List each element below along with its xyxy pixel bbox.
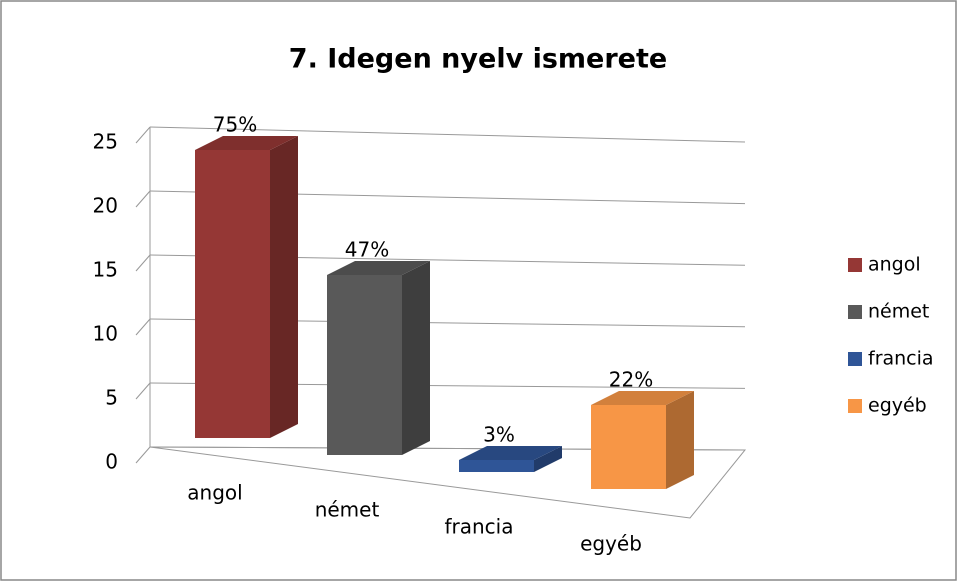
y-tick-label: 25 [93, 130, 118, 154]
bar [195, 150, 270, 438]
tick-mark [135, 254, 151, 272]
bar-top [195, 136, 298, 150]
tick-mark [135, 446, 151, 464]
legend-label: angol [868, 254, 921, 276]
y-tick-label: 5 [105, 386, 118, 410]
legend-swatch [848, 305, 862, 319]
bar [459, 460, 534, 472]
grid-line [149, 126, 746, 143]
y-tick-label: 10 [93, 322, 118, 346]
x-tick-label: francia [444, 515, 513, 539]
tick-mark [135, 382, 151, 400]
tick-mark [135, 126, 151, 144]
bar-side [666, 391, 694, 489]
bar [591, 405, 666, 489]
bar-side [270, 136, 298, 438]
legend-label: egyéb [868, 395, 927, 417]
data-label: 22% [609, 368, 653, 392]
bar-side [534, 446, 562, 472]
legend-swatch [848, 258, 862, 272]
x-tick-label: német [315, 498, 380, 522]
legend-label: német [868, 301, 929, 323]
data-label: 75% [213, 113, 257, 137]
bar [327, 275, 402, 455]
x-tick-label: angol [187, 481, 242, 505]
chart-title: 7. Idegen nyelv ismerete [289, 44, 667, 75]
bar-top [327, 261, 430, 275]
tick-mark [135, 190, 151, 208]
bar-top [459, 446, 562, 460]
y-tick-label: 15 [93, 258, 118, 282]
bar-side [402, 261, 430, 455]
legend-label: francia [868, 348, 934, 370]
legend-swatch [848, 399, 862, 413]
x-tick-label: egyéb [580, 532, 642, 556]
y-tick-label: 0 [105, 450, 118, 474]
data-label: 3% [483, 423, 515, 447]
bar-top [591, 391, 694, 405]
legend-swatch [848, 352, 862, 366]
tick-mark [135, 318, 151, 336]
y-tick-label: 20 [93, 194, 118, 218]
data-label: 47% [345, 238, 389, 262]
